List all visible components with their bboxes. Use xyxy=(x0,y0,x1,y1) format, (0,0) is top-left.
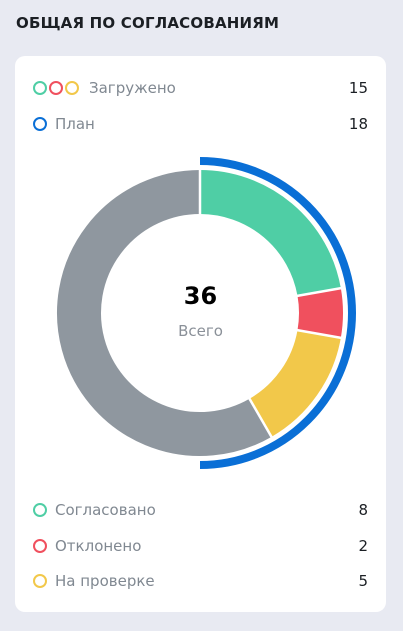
plan-value: 18 xyxy=(348,115,368,133)
status-dot-icon xyxy=(65,81,79,95)
legend-value: 2 xyxy=(358,537,368,555)
legend-value: 5 xyxy=(358,572,368,590)
total-label: Всего xyxy=(178,322,223,340)
plan-dot-icon xyxy=(33,117,47,131)
legend-item-in-review: На проверке 5 xyxy=(33,571,368,591)
page-title: ОБЩАЯ ПО СОГЛАСОВАНИЯМ xyxy=(16,14,280,32)
segment-separator xyxy=(296,328,343,340)
total-value: 36 xyxy=(183,282,218,310)
legend-label: Согласовано xyxy=(55,501,156,519)
legend-dot-icon xyxy=(33,574,47,588)
loaded-label: Загружено xyxy=(89,79,176,97)
legend-label: Отклонено xyxy=(55,537,142,555)
legend-dot-icon xyxy=(33,539,47,553)
segment-separator xyxy=(247,397,274,439)
legend-item-approved: Согласовано 8 xyxy=(33,500,368,520)
loaded-dots xyxy=(33,81,81,95)
donut-segment-3 xyxy=(57,170,272,456)
donut-segment-1 xyxy=(297,288,343,338)
plan-ring-arc xyxy=(199,157,356,469)
loaded-value: 15 xyxy=(348,79,368,97)
summary-plan-row: План 18 xyxy=(33,114,368,134)
summary-loaded-row: Загружено 15 xyxy=(33,78,368,98)
legend-value: 8 xyxy=(358,501,368,519)
donut-segment-2 xyxy=(248,329,341,437)
donut-chart xyxy=(57,157,356,469)
legend-label: На проверке xyxy=(55,572,155,590)
plan-label: План xyxy=(55,115,95,133)
status-dot-icon xyxy=(49,81,63,95)
legend-dot-icon xyxy=(33,503,47,517)
status-dot-icon xyxy=(33,81,47,95)
donut-segment-0 xyxy=(199,170,341,297)
segment-separator xyxy=(296,286,343,298)
legend-item-rejected: Отклонено 2 xyxy=(33,536,368,556)
approvals-card: Загружено 15 План 18 36 Всего Согласован… xyxy=(15,56,386,612)
